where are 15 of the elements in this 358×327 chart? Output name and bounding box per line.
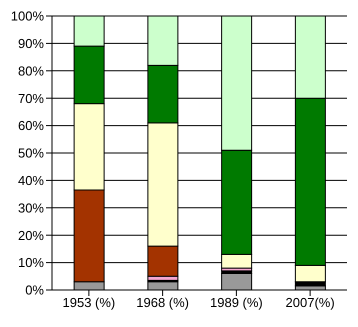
y-tick-label: 50% (18, 146, 44, 161)
y-tick-label: 90% (18, 36, 44, 52)
y-tick-label: 40% (18, 173, 44, 188)
y-tick-label: 80% (18, 63, 44, 78)
x-tick-label: 2007(%) (286, 295, 335, 310)
x-tick-label: 1953 (%) (62, 295, 116, 310)
y-tick-label: 10% (18, 255, 44, 270)
x-tick-label: 1989 (%) (210, 295, 263, 310)
y-tick-label: 60% (18, 118, 44, 134)
y-tick-label: 0% (25, 282, 44, 298)
y-tick-label: 20% (18, 228, 44, 243)
y-tick-label: 30% (18, 200, 44, 216)
x-tick-label: 1968 (%) (136, 295, 189, 310)
y-tick-label: 100% (10, 8, 44, 24)
y-tick-label: 70% (18, 90, 44, 106)
